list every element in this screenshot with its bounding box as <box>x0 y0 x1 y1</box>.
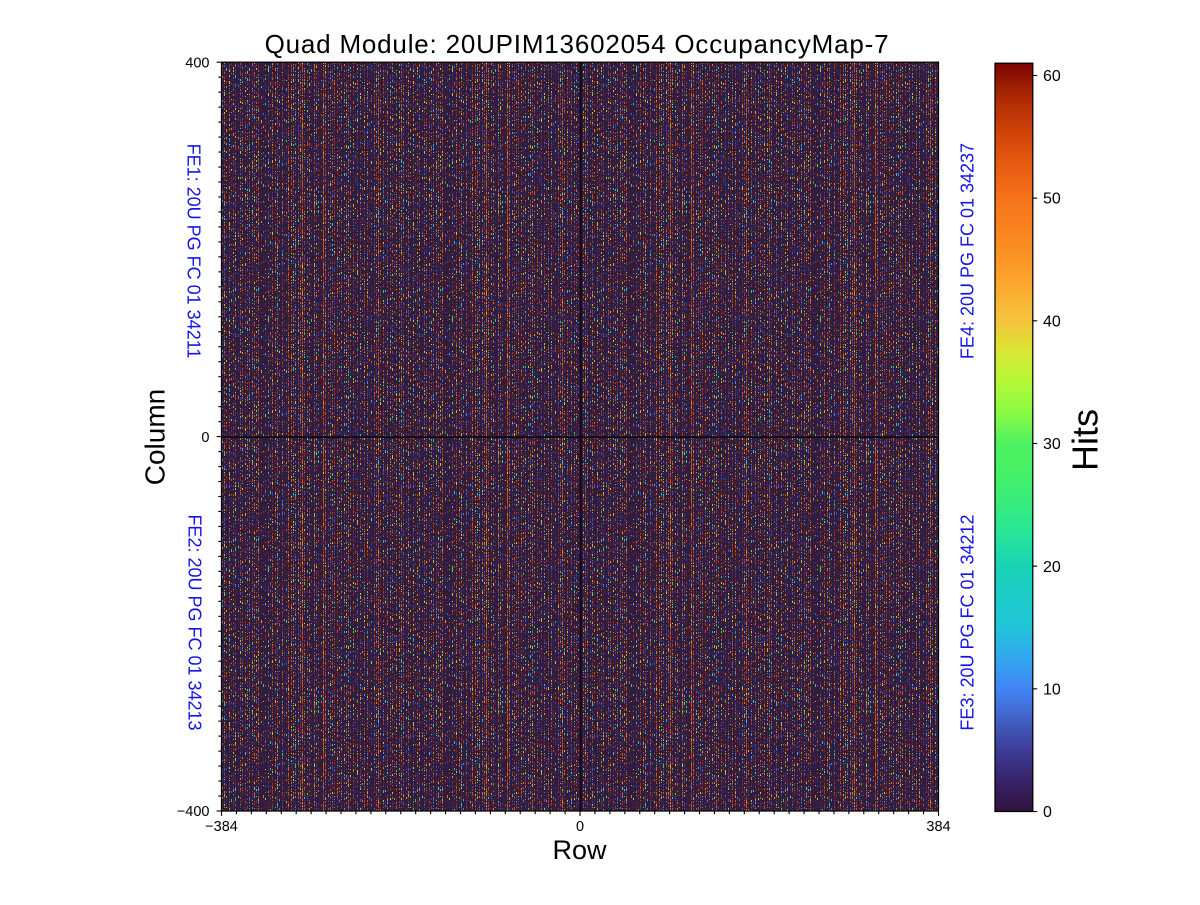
svg-text:−400: −400 <box>177 804 210 820</box>
svg-text:50: 50 <box>1043 191 1061 208</box>
svg-text:30: 30 <box>1043 436 1061 453</box>
svg-text:FE4: 20U PG FC 01 34237: FE4: 20U PG FC 01 34237 <box>957 143 977 359</box>
svg-text:384: 384 <box>926 819 950 835</box>
svg-text:FE2: 20U PG FC 01 34213: FE2: 20U PG FC 01 34213 <box>185 514 205 730</box>
svg-text:FE1: 20U PG FC 01 34211: FE1: 20U PG FC 01 34211 <box>184 144 204 359</box>
svg-text:−384: −384 <box>205 819 238 835</box>
svg-text:60: 60 <box>1043 68 1061 85</box>
svg-text:400: 400 <box>185 55 209 71</box>
svg-text:0: 0 <box>1043 804 1052 821</box>
svg-text:0: 0 <box>201 430 209 446</box>
svg-text:Quad Module: 20UPIM13602054 Oc: Quad Module: 20UPIM13602054 OccupancyMap… <box>265 29 890 59</box>
svg-text:20: 20 <box>1043 559 1061 576</box>
svg-text:40: 40 <box>1043 313 1061 330</box>
svg-text:0: 0 <box>576 819 584 835</box>
svg-text:10: 10 <box>1043 681 1061 698</box>
svg-text:Row: Row <box>552 835 607 865</box>
svg-text:FE3: 20U PG FC 01 34212: FE3: 20U PG FC 01 34212 <box>957 514 977 730</box>
svg-text:Hits: Hits <box>1065 409 1106 471</box>
svg-text:Column: Column <box>140 389 171 485</box>
